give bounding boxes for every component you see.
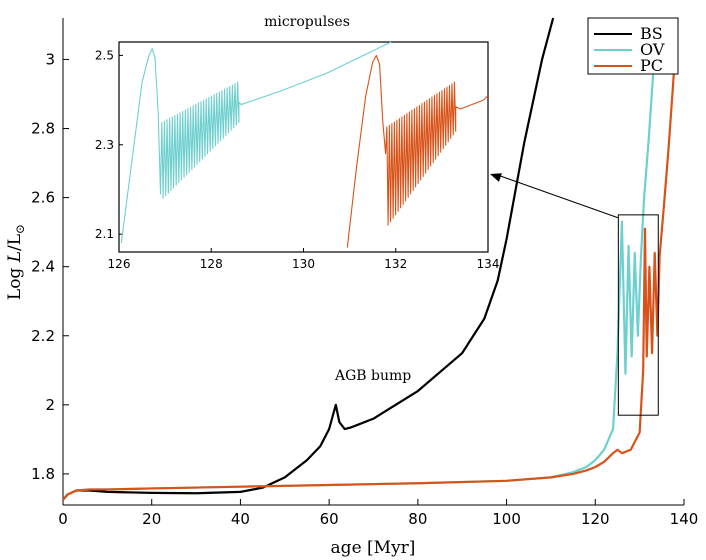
- x-axis-title: age [Myr]: [331, 538, 416, 558]
- inset-x-tick-label: 126: [108, 257, 131, 271]
- x-tick-label: 80: [408, 510, 427, 528]
- y-tick-label: 2.2: [31, 327, 55, 345]
- inset-series-line-ov: [120, 41, 392, 244]
- y-tick-label: 2.8: [31, 120, 55, 138]
- x-tick-label: 140: [670, 510, 699, 528]
- inset-x-tick-label: 134: [477, 257, 500, 271]
- y-axis-title: Log L/L⊙: [5, 224, 27, 300]
- y-ticks: 1.8 2 2.2 2.4 2.6 2.8 3: [31, 50, 69, 483]
- y-axis-title-symbol: L: [5, 251, 25, 263]
- y-tick-label: 2: [45, 396, 55, 414]
- inset-x-tick-label: 128: [200, 257, 223, 271]
- arrow-head: [490, 173, 502, 182]
- y-tick-label: 2.6: [31, 189, 55, 207]
- inset-x-tick-label: 132: [384, 257, 407, 271]
- inset-x-ticks: 126 128 130 132 134: [108, 248, 500, 271]
- inset-series-line-pc: [346, 54, 489, 248]
- series-line-bs: [62, 17, 555, 501]
- legend-label-bs: BS: [640, 24, 663, 43]
- highlight-box: [617, 214, 659, 416]
- inset-panel: micropulses 126 128 130 132 134 2.1 2.3 2.5: [95, 14, 500, 271]
- x-tick-label: 60: [320, 510, 339, 528]
- agb-bump-annotation: AGB bump: [334, 368, 411, 384]
- inset-y-ticks: 2.1 2.3 2.5: [95, 48, 123, 241]
- x-tick-label: 120: [581, 510, 610, 528]
- legend-label-pc: PC: [640, 56, 663, 75]
- inset-x-tick-label: 130: [292, 257, 315, 271]
- x-ticks: 0 20 40 60 80 100 120 140: [58, 499, 698, 528]
- y-tick-label: 2.4: [31, 258, 55, 276]
- x-tick-label: 0: [58, 510, 68, 528]
- main-axes: [62, 18, 684, 506]
- y-tick-label: 3: [45, 50, 55, 68]
- x-tick-label: 40: [231, 510, 250, 528]
- y-axis-title-prefix: Log: [5, 262, 25, 300]
- arrow-line: [498, 175, 619, 219]
- main-series: [62, 17, 679, 501]
- y-tick-label: 1.8: [31, 465, 55, 483]
- series-line-pc: [62, 17, 679, 501]
- inset-y-tick-label: 2.1: [95, 227, 114, 241]
- x-tick-label: 100: [492, 510, 521, 528]
- inset-series: [120, 41, 489, 248]
- inset-y-tick-label: 2.5: [95, 48, 114, 62]
- legend-frame: [587, 17, 679, 75]
- x-tick-label: 20: [142, 510, 161, 528]
- legend-label-ov: OV: [640, 40, 665, 59]
- inset-y-tick-label: 2.3: [95, 138, 114, 152]
- legend: BS OV PC: [587, 17, 679, 75]
- inset-title: micropulses: [264, 14, 350, 30]
- y-axis-title-slash: /L: [5, 234, 25, 251]
- y-axis-title-subscript: ⊙: [13, 224, 27, 234]
